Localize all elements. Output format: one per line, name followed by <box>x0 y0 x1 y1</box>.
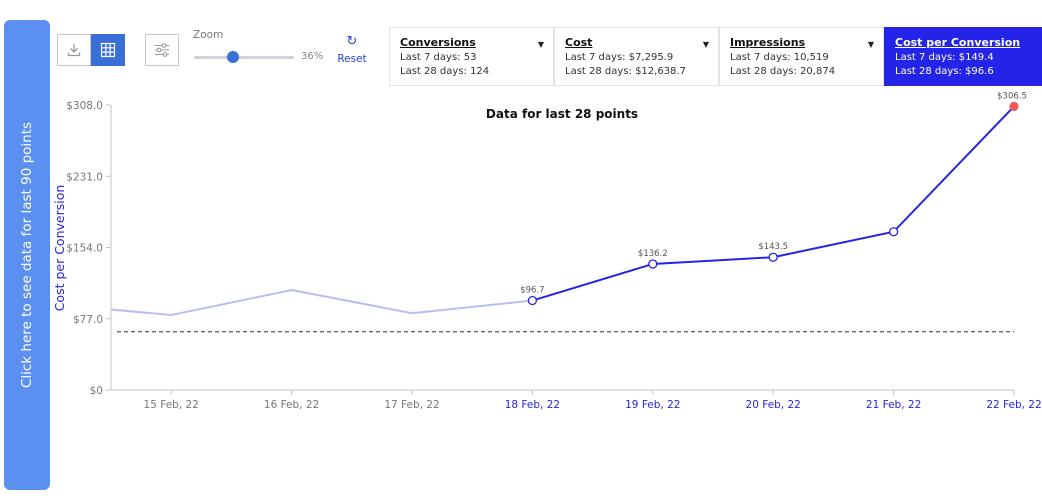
metric-last-7-days: Last 7 days: 53 <box>400 51 477 63</box>
data-point <box>768 252 778 262</box>
refresh-icon: ↻ <box>346 34 358 49</box>
y-tick-label: $77.0 <box>73 314 103 326</box>
data-point <box>888 227 899 237</box>
x-tick-label: 19 Feb, 22 <box>625 399 680 411</box>
table-grid-icon <box>100 42 116 58</box>
zoom-slider-handle[interactable] <box>227 51 239 63</box>
metric-last-7-days: Last 7 days: $7,295.9 <box>565 51 674 63</box>
metric-title: Conversions <box>400 36 476 49</box>
data-label: $143.5 <box>758 242 788 252</box>
y-axis-title: Cost per Conversion <box>52 185 67 312</box>
metric-last-7-days: Last 7 days: 10,519 <box>730 51 829 63</box>
y-tick-label: $0 <box>90 385 103 397</box>
metric-title: Cost per Conversion <box>895 36 1021 49</box>
series-line-recent <box>532 105 1015 302</box>
metric-title: Impressions <box>730 36 806 49</box>
filter-button[interactable] <box>145 34 179 66</box>
data-point <box>648 259 658 269</box>
metric-card-cost-per-conversion[interactable]: Cost per Conversion Last 7 days: $149.4 … <box>884 27 1042 86</box>
zoom-label: Zoom <box>193 29 224 41</box>
data-label: $96.7 <box>520 286 544 296</box>
download-icon <box>67 44 81 57</box>
metric-title: Cost <box>565 36 593 49</box>
x-tick-label: 22 Feb, 22 <box>986 399 1041 411</box>
sliders-icon <box>155 43 169 57</box>
view-toggle <box>57 34 125 66</box>
data-label: $306.5 <box>997 91 1027 101</box>
y-tick-label: $231.0 <box>66 171 103 183</box>
metric-last-28-days: Last 28 days: 20,874 <box>730 66 836 77</box>
x-tick-label: 16 Feb, 22 <box>264 399 319 411</box>
zoom-slider-track[interactable] <box>194 56 294 59</box>
x-tick-label: 15 Feb, 22 <box>144 399 199 411</box>
zoom-value: 36% <box>301 51 324 62</box>
chart-title: Data for last 28 points <box>486 107 638 121</box>
y-tick-label: $154.0 <box>66 243 103 255</box>
metric-last-7-days: Last 7 days: $149.4 <box>895 51 994 63</box>
caret-down-icon[interactable]: ▼ <box>702 40 709 49</box>
caret-down-icon[interactable]: ▼ <box>867 40 874 49</box>
metric-last-28-days: Last 28 days: $96.6 <box>895 66 994 77</box>
x-tick-label: 17 Feb, 22 <box>384 399 439 411</box>
x-tick-label: 18 Feb, 22 <box>505 399 560 411</box>
last-90-points-tab[interactable]: Click here to see data for last 90 point… <box>4 20 50 490</box>
series-line-earlier <box>110 289 533 317</box>
metric-last-28-days: Last 28 days: 124 <box>400 66 490 77</box>
data-label: $136.2 <box>638 249 668 259</box>
metric-card-impressions[interactable]: Impressions ▼ Last 7 days: 10,519 Last 2… <box>719 27 884 86</box>
data-point <box>1009 101 1019 112</box>
table-view-button[interactable] <box>91 34 125 66</box>
metric-card-conversions[interactable]: Conversions ▼ Last 7 days: 53 Last 28 da… <box>389 27 554 86</box>
caret-down-icon[interactable]: ▼ <box>537 40 544 49</box>
reset-label: Reset <box>337 53 367 65</box>
metric-card-cost[interactable]: Cost ▼ Last 7 days: $7,295.9 Last 28 day… <box>554 27 719 86</box>
x-tick-label: 21 Feb, 22 <box>866 399 921 411</box>
x-tick-label: 20 Feb, 22 <box>746 399 801 411</box>
y-tick-label: $308.0 <box>66 100 103 112</box>
metric-last-28-days: Last 28 days: $12,638.7 <box>565 66 686 77</box>
data-point <box>527 295 538 306</box>
download-button[interactable] <box>57 34 91 66</box>
reset-button[interactable]: ↻ Reset <box>336 34 368 66</box>
